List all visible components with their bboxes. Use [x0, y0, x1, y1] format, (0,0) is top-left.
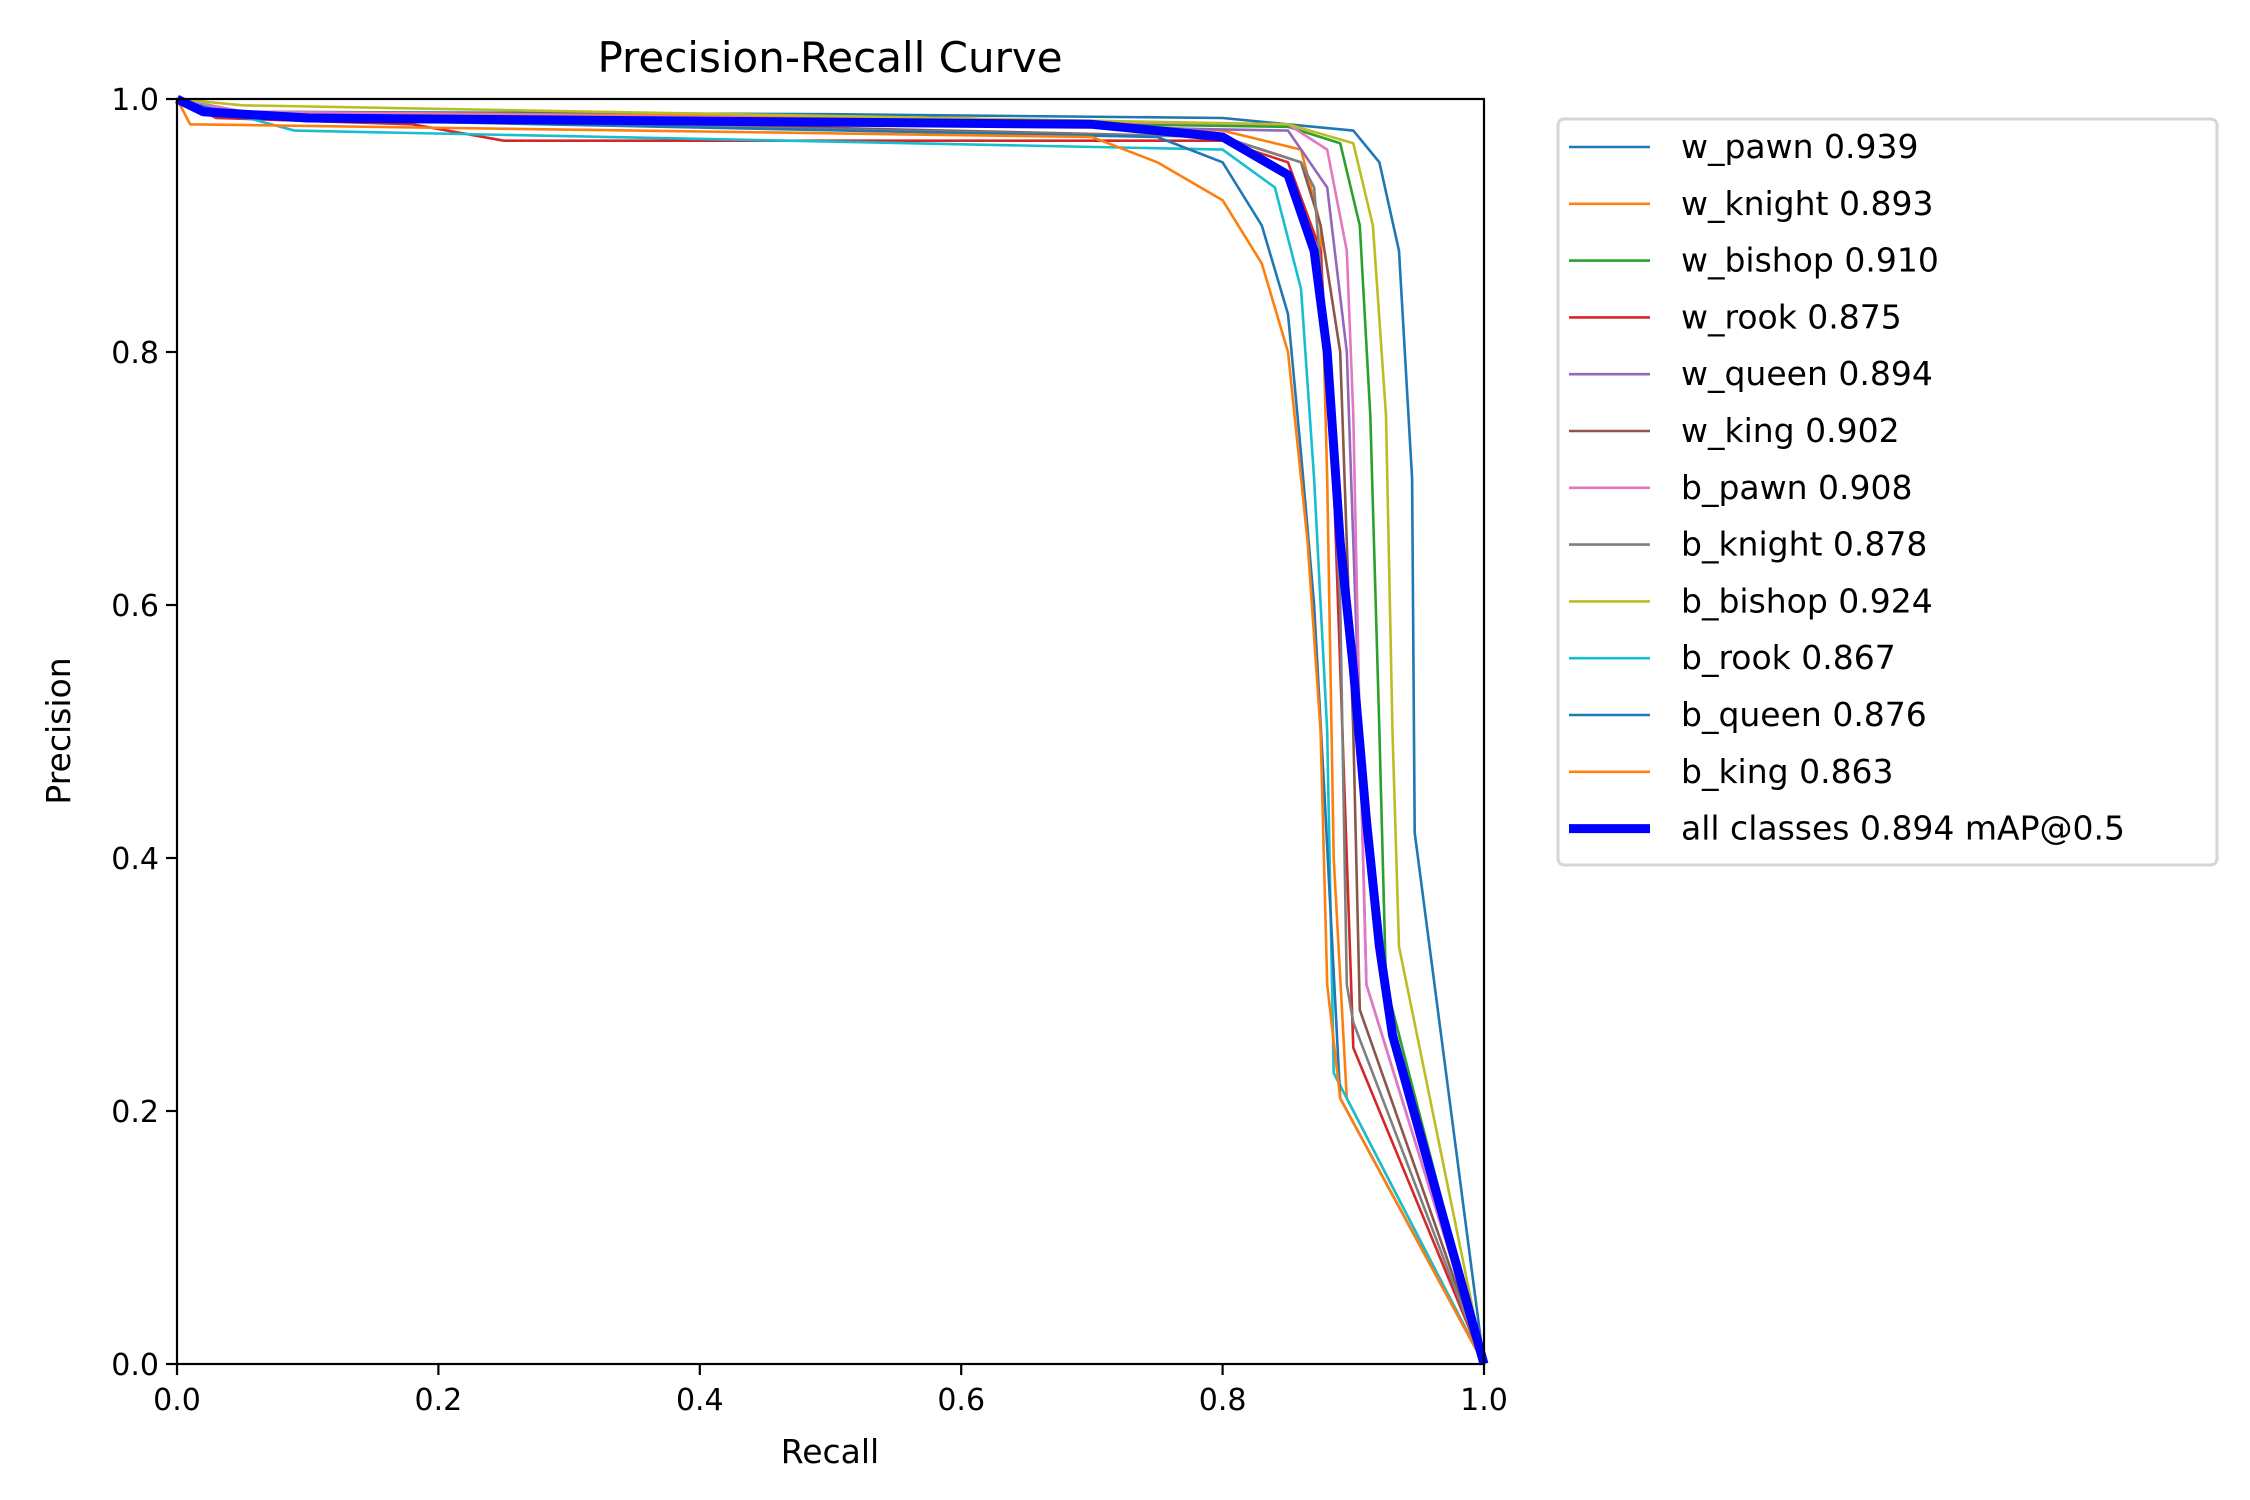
legend-item: w_knight 0.893	[1569, 184, 1933, 223]
y-tick-label: 0.2	[111, 1095, 159, 1130]
series-line-5	[176, 97, 1486, 1365]
legend-label: w_queen 0.894	[1681, 354, 1933, 393]
series-line-2	[176, 97, 1486, 1365]
y-tick-label: 0.6	[111, 589, 159, 624]
legend-label: w_bishop 0.910	[1681, 241, 1939, 280]
legend-item: w_rook 0.875	[1569, 297, 1902, 336]
x-tick-label: 1.0	[1460, 1383, 1508, 1418]
legend-item: b_king 0.863	[1569, 752, 1894, 791]
legend-item: b_bishop 0.924	[1569, 581, 1933, 620]
plot-frame	[175, 97, 1486, 1366]
legend-label: w_pawn 0.939	[1681, 127, 1919, 166]
legend-label: w_king 0.902	[1681, 411, 1900, 450]
legend-label: w_knight 0.893	[1681, 184, 1933, 223]
x-axis-ticks: 0.0 0.2 0.4 0.6 0.8 1.0	[153, 1364, 1508, 1418]
curves	[175, 94, 1489, 1366]
x-tick-label: 0.8	[1199, 1383, 1247, 1418]
y-axis-label: Precision	[39, 657, 78, 804]
legend-item: b_pawn 0.908	[1569, 468, 1912, 507]
legend-item: w_queen 0.894	[1569, 354, 1933, 393]
series-line-11	[175, 98, 1486, 1365]
y-axis-ticks: 0.0 0.2 0.4 0.6 0.8 1.0	[111, 83, 177, 1383]
y-tick-label: 1.0	[111, 83, 159, 118]
x-tick-label: 0.2	[415, 1383, 463, 1418]
y-tick-label: 0.8	[111, 336, 159, 371]
legend-label: b_bishop 0.924	[1681, 581, 1933, 620]
legend-item: w_king 0.902	[1569, 411, 1900, 450]
x-axis-label: Recall	[781, 1432, 879, 1471]
series-line-8	[176, 97, 1486, 1365]
legend-label: w_rook 0.875	[1681, 297, 1902, 336]
series-line-7	[176, 97, 1486, 1365]
legend-item: w_pawn 0.939	[1569, 127, 1919, 166]
legend-label: b_pawn 0.908	[1681, 468, 1912, 507]
x-tick-label: 0.4	[676, 1383, 724, 1418]
series-line-3	[176, 97, 1486, 1365]
series-line-4	[176, 97, 1486, 1365]
legend-item: w_bishop 0.910	[1569, 241, 1939, 280]
y-tick-label: 0.0	[111, 1348, 159, 1383]
legend-label: b_knight 0.878	[1681, 525, 1927, 564]
legend: w_pawn 0.939 w_knight 0.893 w_bishop 0.910…	[1569, 127, 2125, 848]
series-line-10	[176, 97, 1486, 1365]
x-tick-label: 0.6	[937, 1383, 985, 1418]
legend-label: b_rook 0.867	[1681, 638, 1896, 677]
legend-item: b_queen 0.876	[1569, 695, 1927, 734]
legend-item: all classes 0.894 mAP@0.5	[1569, 809, 2125, 848]
x-tick-label: 0.0	[153, 1383, 201, 1418]
series-line-9	[176, 97, 1486, 1365]
legend-item: b_knight 0.878	[1569, 525, 1927, 564]
series-line-0	[176, 97, 1486, 1365]
chart-title: Precision-Recall Curve	[597, 33, 1062, 82]
legend-item: b_rook 0.867	[1569, 638, 1896, 677]
series-line-6	[176, 97, 1486, 1365]
series-line-1	[176, 97, 1486, 1365]
series-line-12	[175, 94, 1489, 1366]
legend-label: b_queen 0.876	[1681, 695, 1927, 734]
legend-label: all classes 0.894 mAP@0.5	[1681, 809, 2125, 848]
y-tick-label: 0.4	[111, 842, 159, 877]
legend-label: b_king 0.863	[1681, 752, 1894, 791]
legend-box	[1556, 117, 2219, 867]
